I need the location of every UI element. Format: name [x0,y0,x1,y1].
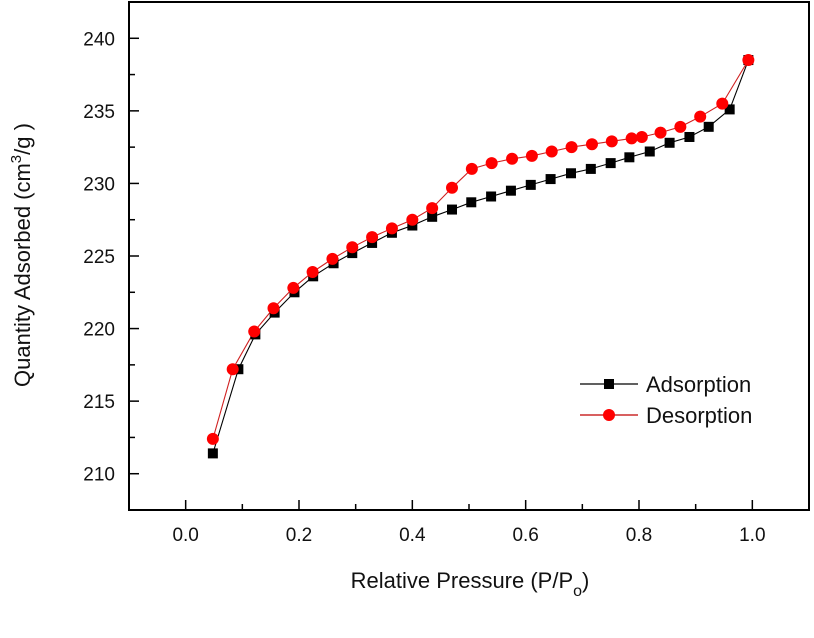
series-markers [206,54,755,459]
data-point-adsorption [724,104,735,115]
data-point-desorption [654,126,667,139]
data-point-desorption [248,325,261,338]
y-axis-ticks: 210 215 220 225 230 235 240 [83,29,139,486]
data-point-desorption [694,110,707,123]
data-point-adsorption [624,152,635,163]
data-point-adsorption [505,185,516,196]
y-axis-title: Quantity Adsorbed (cm3/g ) [8,123,35,387]
data-point-desorption [485,157,498,170]
data-point-desorption [545,145,558,158]
legend-label-adsorption: Adsorption [646,372,751,397]
x-tick-label: 0.0 [172,525,198,546]
data-point-desorption [742,54,755,67]
data-point-desorption [406,213,419,226]
data-point-desorption [625,132,638,145]
data-point-desorption [306,265,319,278]
x-tick-label: 0.6 [512,525,538,546]
data-point-desorption [674,120,687,133]
data-point-adsorption [644,146,655,157]
data-point-desorption [366,231,379,244]
x-axis-ticks: 0.0 0.2 0.4 0.6 0.8 1.0 [172,500,766,546]
data-point-adsorption [466,197,477,208]
data-point-adsorption [447,204,457,215]
data-point-desorption [346,241,359,254]
y-tick-label: 230 [83,174,115,195]
legend-item-desorption: Desorption [580,403,752,428]
data-point-adsorption [486,191,497,202]
data-point-desorption [525,149,538,162]
data-point-adsorption [703,121,714,132]
legend-label-desorption: Desorption [646,403,752,428]
y-tick-label: 235 [83,102,115,123]
x-tick-label: 1.0 [739,525,765,546]
data-point-desorption [267,302,280,315]
data-point-desorption [426,202,439,215]
data-point-adsorption [605,158,616,169]
data-point-desorption [506,152,519,165]
legend: Adsorption Desorption [580,372,752,428]
data-point-adsorption [427,211,438,222]
x-axis-title: Relative Pressure (P/Po) [351,568,590,600]
data-point-adsorption [664,137,675,148]
y-tick-label: 215 [83,392,115,413]
legend-item-adsorption: Adsorption [580,372,751,397]
y-tick-label: 240 [83,29,115,50]
data-point-adsorption [566,168,576,179]
data-point-desorption [385,222,398,235]
y-tick-label: 225 [83,247,115,268]
legend-marker-circle [603,409,615,421]
data-point-desorption [635,130,648,143]
data-point-desorption [465,162,478,175]
series-line-adsorption [212,59,749,454]
series-lines [212,59,749,454]
data-point-adsorption [207,448,218,459]
x-tick-label: 0.4 [399,525,426,546]
data-point-desorption [565,141,578,154]
data-point-adsorption [525,179,536,190]
legend-marker-square [604,379,614,389]
data-point-adsorption [684,131,695,142]
data-point-desorption [716,97,729,110]
y-tick-label: 210 [83,465,115,486]
data-point-desorption [206,432,219,445]
plot-frame [128,1,810,511]
y-tick-label: 220 [83,320,115,341]
data-point-desorption [326,252,339,265]
x-tick-label: 0.8 [626,525,652,546]
data-point-desorption [446,181,458,194]
data-point-adsorption [545,174,556,185]
series-line-desorption [212,59,749,440]
data-point-desorption [605,135,618,148]
data-point-desorption [226,363,239,376]
data-point-desorption [585,138,598,151]
data-point-adsorption [585,163,596,174]
x-tick-label: 0.2 [286,525,312,546]
data-point-desorption [287,281,300,294]
